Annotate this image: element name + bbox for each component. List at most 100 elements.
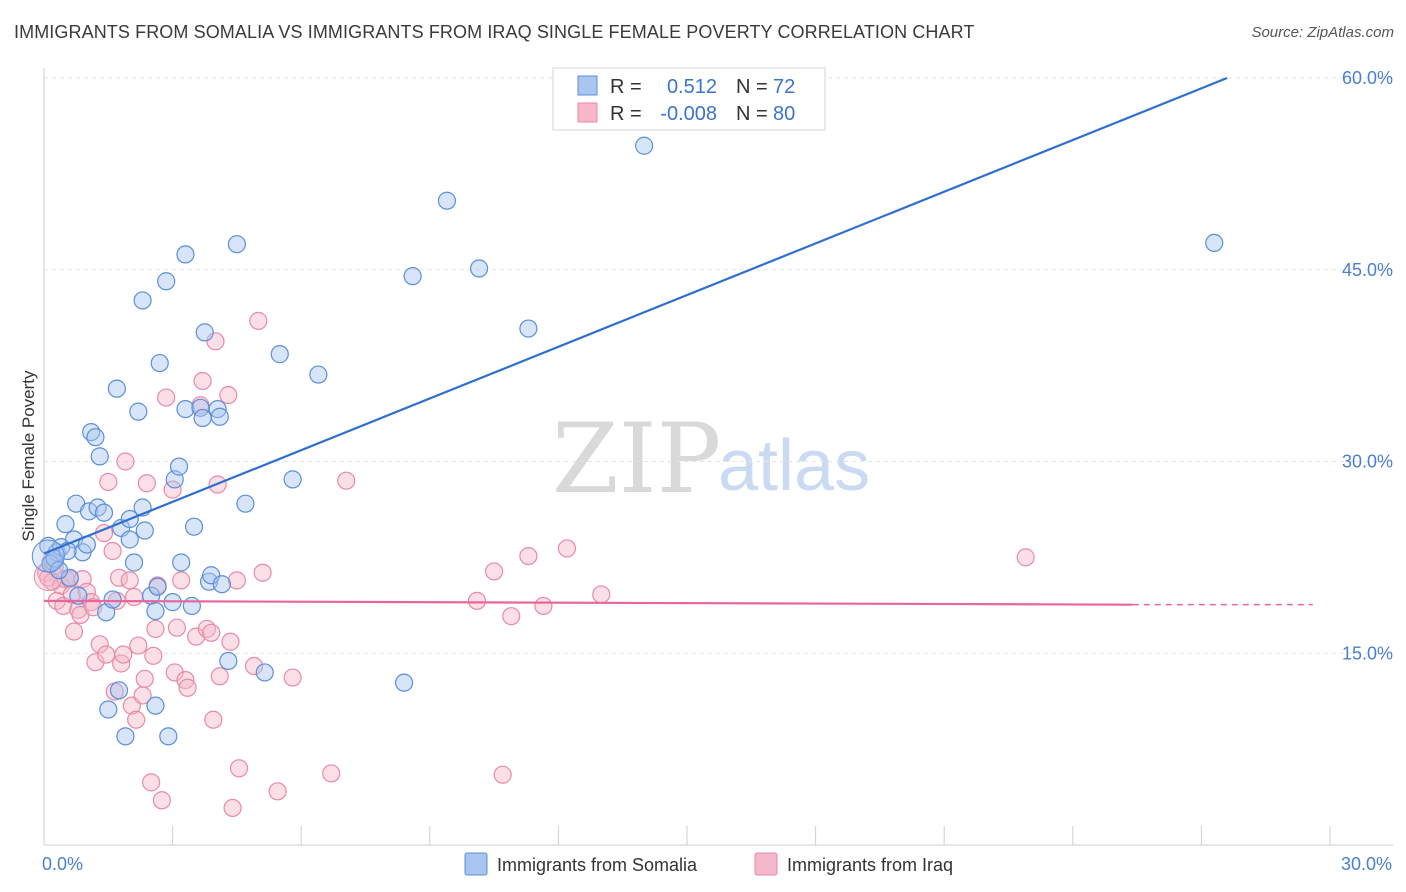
iraq-point xyxy=(204,710,223,729)
legend-r-value-somalia: 0.512 xyxy=(667,76,717,98)
somalia-point xyxy=(146,696,165,715)
somalia-point xyxy=(309,365,328,384)
somalia-point xyxy=(94,503,114,522)
somalia-point xyxy=(146,601,165,621)
legend-r-label-somalia: R = xyxy=(610,76,642,98)
iraq-series xyxy=(33,311,1035,818)
iraq-trend-line xyxy=(43,599,1133,606)
legend-bottom-label-iraq: Immigrants from Iraq xyxy=(787,855,953,875)
iraq-point xyxy=(157,388,176,407)
iraq-point xyxy=(116,452,135,471)
somalia-point xyxy=(469,259,489,278)
somalia-point xyxy=(437,191,457,210)
iraq-point xyxy=(142,773,161,792)
legend-r-label-iraq: R = xyxy=(610,103,642,125)
iraq-point xyxy=(109,568,129,587)
iraq-point xyxy=(146,619,165,639)
somalia-point xyxy=(56,515,75,534)
somalia-point xyxy=(90,447,109,466)
somalia-series xyxy=(31,136,1224,746)
somalia-point xyxy=(107,379,126,398)
iraq-point xyxy=(120,571,139,590)
somalia-point xyxy=(184,517,204,536)
x-tick-label-min: 0.0% xyxy=(42,854,83,874)
iraq-point xyxy=(144,646,163,665)
iraq-point xyxy=(592,585,611,604)
watermark-zip: ZIP xyxy=(552,403,721,515)
iraq-point xyxy=(90,635,109,654)
somalia-point xyxy=(195,323,214,342)
iraq-point xyxy=(223,798,242,818)
iraq-point xyxy=(202,623,221,642)
legend-bottom-label-somalia: Immigrants from Somalia xyxy=(497,855,698,875)
somalia-point xyxy=(255,663,274,682)
iraq-point xyxy=(229,759,249,778)
somalia-point xyxy=(212,575,231,594)
iraq-point xyxy=(283,668,302,687)
legend-swatch-iraq xyxy=(577,102,598,123)
iraq-point xyxy=(114,645,133,664)
legend-n-label-iraq: N = xyxy=(736,103,768,125)
somalia-point xyxy=(99,700,118,719)
legend-n-value-somalia: 72 xyxy=(773,76,795,98)
y-axis-title: Single Female Poverty xyxy=(19,370,38,542)
iraq-point xyxy=(64,622,84,641)
somalia-point xyxy=(109,681,129,700)
iraq-point xyxy=(253,563,272,582)
somalia-point xyxy=(1205,233,1224,253)
somalia-point xyxy=(394,673,414,692)
y-tick-label: 60.0% xyxy=(1342,68,1393,88)
iraq-point xyxy=(103,541,122,561)
somalia-point xyxy=(403,267,422,286)
somalia-point-cluster xyxy=(31,539,65,573)
somalia-point xyxy=(103,590,122,609)
y-tick-label: 30.0% xyxy=(1342,452,1393,472)
iraq-point xyxy=(152,791,171,810)
legend-n-label-somalia: N = xyxy=(736,76,768,98)
iraq-point xyxy=(493,765,512,784)
y-tick-label: 15.0% xyxy=(1342,643,1393,663)
iraq-point xyxy=(97,645,116,664)
somalia-point xyxy=(283,470,302,489)
iraq-point xyxy=(268,782,287,801)
iraq-point xyxy=(219,385,238,405)
iraq-point xyxy=(467,591,487,610)
trend-lines xyxy=(43,76,1313,606)
somalia-point xyxy=(210,407,229,426)
watermark: ZIP atlas xyxy=(552,403,870,515)
iraq-point xyxy=(129,636,148,655)
somalia-point xyxy=(227,235,246,254)
watermark-atlas: atlas xyxy=(718,426,870,506)
iraq-point xyxy=(193,371,212,391)
iraq-point xyxy=(227,571,246,590)
x-ticks xyxy=(43,826,1331,845)
axes xyxy=(43,68,1393,846)
iraq-point xyxy=(124,587,144,607)
iraq-point xyxy=(534,596,553,616)
iraq-point xyxy=(322,764,341,783)
iraq-point xyxy=(244,656,264,676)
iraq-point xyxy=(127,710,146,729)
somalia-point xyxy=(79,502,99,521)
iraq-point xyxy=(210,667,229,686)
somalia-point xyxy=(169,457,189,476)
somalia-point xyxy=(148,577,167,596)
iraq-point xyxy=(337,471,356,490)
legend-bottom-swatch-somalia xyxy=(464,852,488,876)
somalia-point xyxy=(133,291,152,310)
somalia-point xyxy=(116,727,135,746)
iraq-point xyxy=(137,474,156,493)
somalia-point xyxy=(270,345,289,364)
iraq-point xyxy=(167,618,186,637)
iraq-point xyxy=(221,632,240,651)
legend-r-value-iraq: -0.008 xyxy=(660,103,717,125)
somalia-point xyxy=(157,272,176,291)
legend-top: R = 0.512 N = 72 R = -0.008 N = 80 xyxy=(552,67,826,131)
y-tick-labels: 15.0% 30.0% 45.0% 60.0% xyxy=(1342,68,1393,663)
somalia-point xyxy=(120,530,139,549)
somalia-point xyxy=(172,553,191,572)
gridlines xyxy=(44,77,1393,654)
legend-box xyxy=(552,67,826,131)
somalia-point xyxy=(176,245,195,264)
